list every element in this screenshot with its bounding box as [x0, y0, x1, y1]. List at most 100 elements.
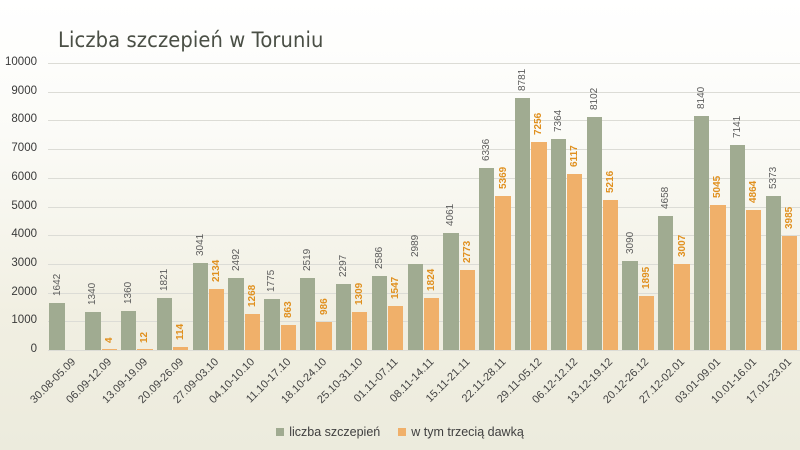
- data-label: 1360: [123, 281, 135, 304]
- data-label: 2134: [211, 259, 223, 282]
- bar-liczba-szczepien: [658, 216, 674, 350]
- bar-liczba-szczepien: [514, 98, 531, 350]
- gridline: [48, 206, 800, 208]
- bar-trzecia-dawka: [602, 200, 619, 350]
- data-label: 8140: [696, 87, 708, 110]
- data-label: 1642: [51, 273, 63, 296]
- data-label: 5373: [767, 166, 779, 189]
- data-label: 3007: [676, 234, 688, 257]
- data-label: 1309: [354, 283, 366, 306]
- gridline: [48, 149, 800, 151]
- data-label: 3090: [624, 232, 636, 255]
- bar-liczba-szczepien: [156, 297, 173, 350]
- bar-trzecia-dawka: [710, 205, 726, 350]
- bar-trzecia-dawka: [531, 141, 547, 350]
- gridline: [48, 120, 800, 122]
- y-axis-tick-label: 2000: [11, 285, 37, 298]
- legend-swatch-orange: [398, 428, 407, 436]
- bar-trzecia-dawka: [746, 210, 762, 350]
- data-label: 5216: [605, 171, 616, 194]
- bar-liczba-szczepien: [371, 275, 387, 350]
- data-label: 5369: [497, 166, 509, 189]
- data-label: 4658: [660, 187, 672, 210]
- bar-trzecia-dawka: [423, 297, 440, 350]
- data-label: 986: [318, 298, 330, 315]
- bar-liczba-szczepien: [49, 302, 65, 350]
- bar-trzecia-dawka: [352, 312, 368, 350]
- bar-trzecia-dawka: [781, 235, 798, 350]
- data-label: 2297: [338, 254, 350, 278]
- legend-swatch-green: [276, 428, 285, 436]
- data-label: 1895: [640, 266, 652, 289]
- bar-trzecia-dawka: [208, 288, 225, 350]
- data-label: 6117: [569, 145, 581, 168]
- data-label: 863: [282, 301, 294, 319]
- y-axis-tick-label: 7000: [11, 142, 37, 155]
- gridline: [48, 91, 800, 93]
- gridline: [48, 235, 800, 237]
- y-axis-tick-label: 10000: [5, 56, 37, 68]
- gridline: [48, 177, 800, 179]
- bar-trzecia-dawka: [316, 321, 332, 350]
- data-label: 5045: [712, 175, 724, 199]
- data-label: 7364: [552, 109, 564, 132]
- y-axis-tick-label: 6000: [11, 170, 37, 183]
- y-axis-tick-label: 8000: [11, 113, 37, 126]
- data-label: 8102: [588, 88, 600, 111]
- chart-legend: liczba szczepień w tym trzecią dawką: [0, 425, 800, 439]
- data-label: 2989: [409, 234, 421, 258]
- legend-item-liczba-szczepien: liczba szczepień: [276, 425, 380, 439]
- y-axis-tick-label: 5000: [11, 199, 37, 212]
- data-label: 1821: [159, 268, 170, 291]
- gridline: [48, 350, 800, 351]
- data-label: 2492: [230, 249, 242, 272]
- bar-liczba-szczepien: [407, 264, 423, 350]
- data-label: 1547: [390, 276, 402, 299]
- bar-liczba-szczepien: [550, 138, 567, 350]
- data-label: 3985: [784, 206, 796, 229]
- bar-liczba-szczepien: [622, 261, 638, 350]
- y-axis-tick-label: 4000: [11, 228, 37, 241]
- y-axis-tick-label: 3000: [11, 256, 37, 269]
- bar-trzecia-dawka: [137, 349, 153, 350]
- data-label: 1268: [246, 284, 258, 307]
- gridline: [48, 63, 800, 64]
- gridline: [48, 263, 800, 265]
- bar-liczba-szczepien: [443, 233, 459, 350]
- chart-title: Liczba szczepień w Toruniu: [58, 28, 324, 52]
- bar-liczba-szczepien: [586, 117, 602, 350]
- data-label: 1340: [87, 282, 99, 305]
- data-label: 8781: [517, 68, 529, 91]
- bar-liczba-szczepien: [300, 277, 316, 350]
- data-label: 4: [103, 337, 115, 343]
- bar-liczba-szczepien: [694, 116, 710, 350]
- y-axis-tick-label: 9000: [11, 84, 37, 97]
- bar-liczba-szczepien: [765, 195, 781, 350]
- data-label: 2586: [373, 246, 385, 269]
- legend-label-series2: w tym trzecią dawką: [411, 425, 524, 439]
- data-label: 12: [139, 331, 151, 343]
- data-label: 2519: [302, 248, 314, 271]
- bar-trzecia-dawka: [638, 295, 654, 350]
- y-axis-tick-label: 0: [30, 343, 37, 355]
- gridline: [48, 292, 800, 294]
- bar-trzecia-dawka: [674, 263, 690, 350]
- bar-liczba-szczepien: [264, 299, 280, 350]
- data-label: 6336: [481, 138, 493, 162]
- legend-item-trzecia-dawka: w tym trzecią dawką: [398, 425, 524, 439]
- bar-trzecia-dawka: [173, 346, 189, 350]
- bar-liczba-szczepien: [192, 262, 208, 350]
- data-label: 4864: [748, 181, 760, 204]
- bar-trzecia-dawka: [567, 174, 583, 350]
- bar-trzecia-dawka: [495, 195, 511, 350]
- bar-liczba-szczepien: [121, 310, 137, 350]
- y-axis-tick-label: 1000: [11, 314, 37, 327]
- data-label: 7256: [533, 112, 545, 135]
- bar-liczba-szczepien: [228, 278, 244, 350]
- data-label: 7141: [731, 115, 743, 139]
- bar-liczba-szczepien: [335, 284, 352, 350]
- bar-liczba-szczepien: [479, 168, 495, 350]
- bar-trzecia-dawka: [388, 305, 404, 350]
- data-label: 2773: [461, 241, 473, 264]
